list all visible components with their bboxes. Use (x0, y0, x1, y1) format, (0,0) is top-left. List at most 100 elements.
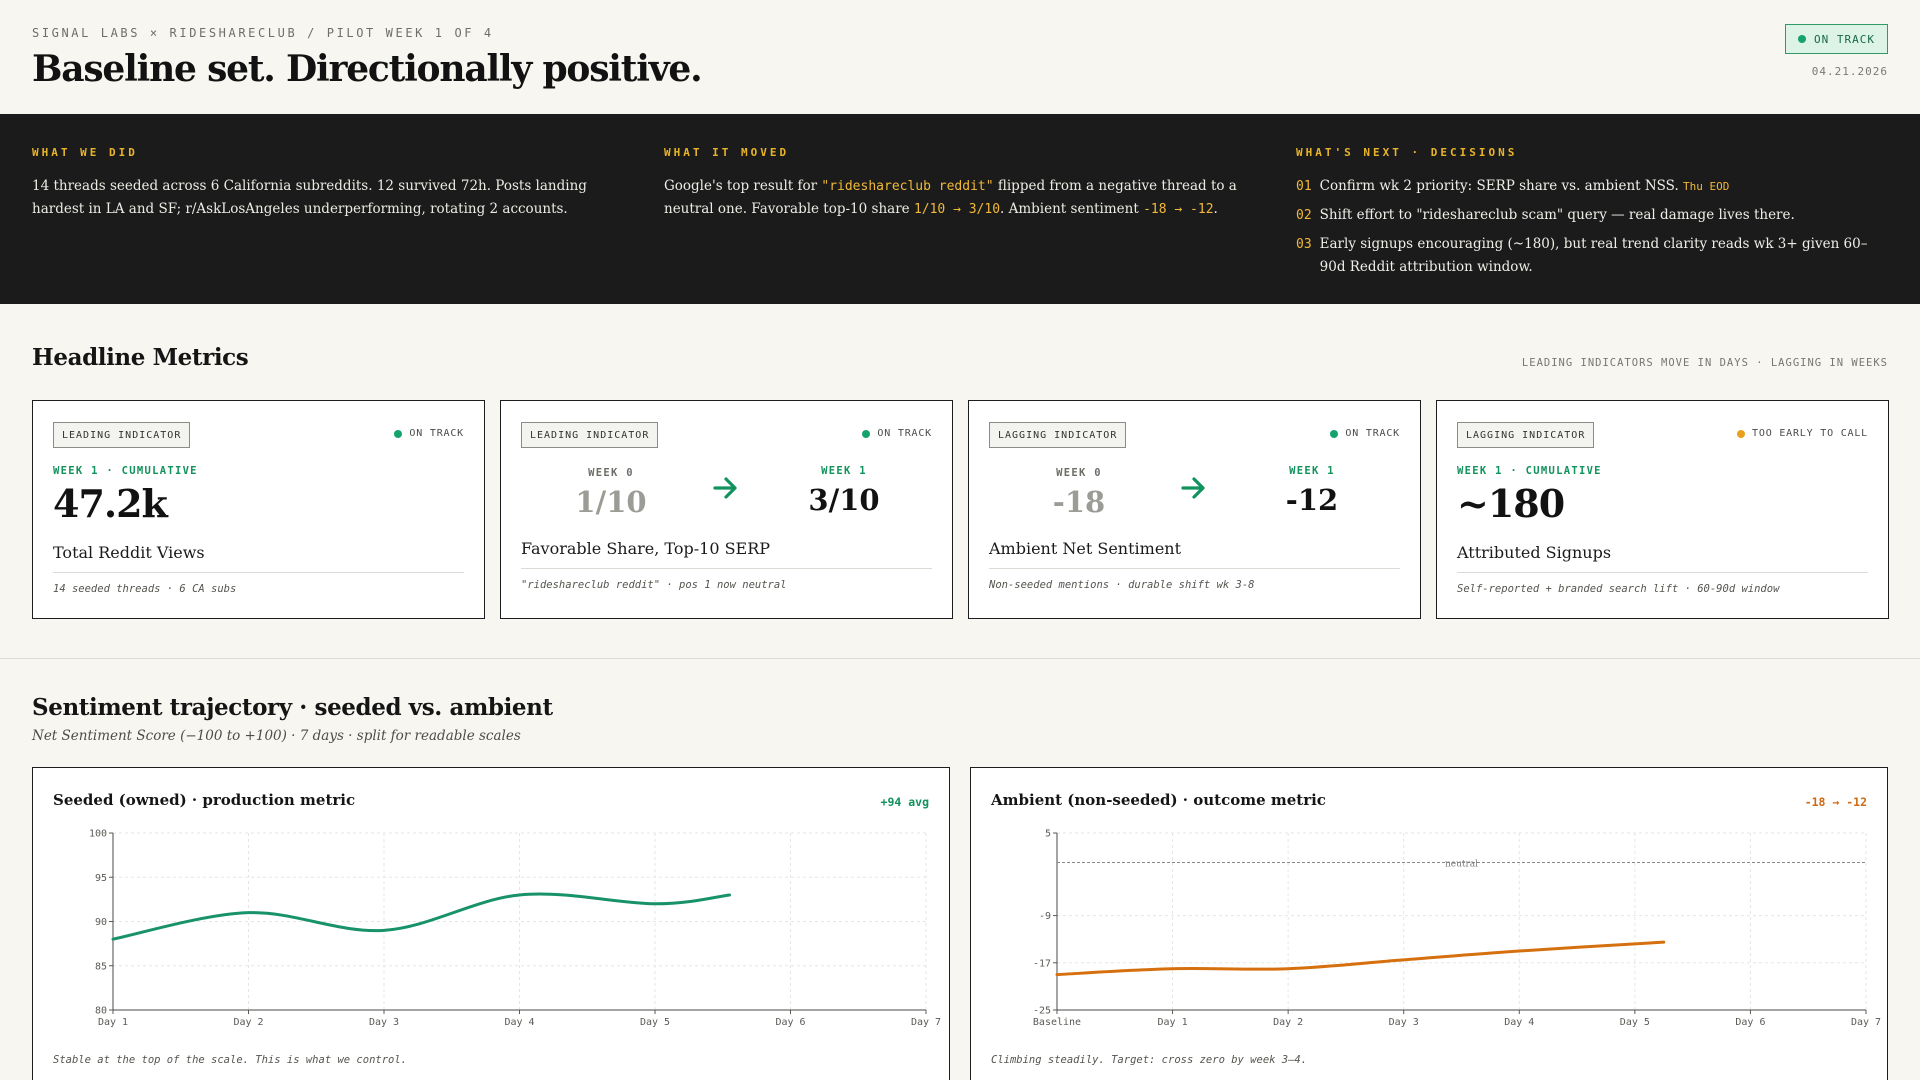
what-it-moved-label: WHAT IT MOVED (664, 146, 790, 159)
whats-next: WHAT'S NEXT · DECISIONS 01 Confirm wk 2 … (1296, 146, 1888, 285)
y-tick-label: -17 (1033, 958, 1051, 969)
metric-card-attributed-signups: LAGGING INDICATOR TOO EARLY TO CALL WEEK… (1436, 400, 1889, 619)
metrics-section-note: LEADING INDICATORS MOVE IN DAYS · LAGGIN… (1521, 357, 1888, 369)
card-status: ON TRACK (1330, 428, 1400, 439)
x-tick-label: Day 1 (98, 1017, 128, 1028)
ambient-line-chart: -25 -17 -9 5 Baseline Day 1 Day 2 Day 3 Day 4 Day… (1033, 829, 1881, 1029)
card-status: ON TRACK (862, 428, 932, 439)
x-tick-label: Day 4 (1504, 1017, 1534, 1028)
what-it-moved-text: Google's top result for "rideshareclub r… (664, 175, 1254, 221)
after-label: WEEK 1 (1289, 465, 1335, 477)
card-footnote: 14 seeded threads · 6 CA subs (53, 583, 237, 595)
x-tick-label: Day 3 (1389, 1017, 1419, 1028)
decision-number: 02 (1296, 208, 1312, 223)
moved-share-highlight: 1/10 → 3/10 (913, 202, 1001, 217)
breadcrumb: SIGNAL LABS × RIDESHARECLUB / PILOT WEEK… (32, 26, 494, 40)
card-value: ~180 (1457, 481, 1565, 526)
metric-card-ambient-sentiment: LAGGING INDICATOR ON TRACK WEEK 0 -18 WE… (968, 400, 1421, 619)
indicator-tag: LAGGING INDICATOR (1457, 422, 1595, 448)
metric-card-serp-share: LEADING INDICATOR ON TRACK WEEK 0 1/10 W… (500, 400, 953, 619)
y-tick-label: -25 (1033, 1006, 1051, 1017)
moved-text-4: . (1213, 201, 1218, 217)
y-tick-label: 85 (95, 961, 107, 972)
card-period: WEEK 1 · CUMULATIVE (53, 465, 198, 477)
chart-card-seeded: Seeded (owned) · production metric +94 a… (32, 767, 950, 1080)
whats-next-label: WHAT'S NEXT · DECISIONS (1296, 146, 1518, 159)
x-tick-label: Day 6 (1735, 1017, 1765, 1028)
moved-text-1: Google's top result for (664, 178, 822, 194)
card-label: Total Reddit Views (53, 543, 205, 562)
after-value: 3/10 (808, 483, 880, 517)
moved-sentiment-highlight: -18 → -12 (1143, 202, 1214, 217)
status-dot-icon (1737, 429, 1746, 438)
before-value: 1/10 (575, 485, 647, 519)
card-divider (989, 568, 1400, 569)
card-footnote: Non-seeded mentions · durable shift wk 3… (989, 579, 1255, 591)
seeded-line-chart: 80 85 90 95 100 Day 1 Day 2 Day 3 Day 4 Day 5 Day … (89, 829, 941, 1029)
y-tick-label: -9 (1039, 911, 1051, 922)
before-value: -18 (1052, 485, 1106, 519)
section-divider (0, 658, 1920, 659)
decision-item: 02 Shift effort to "rideshareclub scam" … (1296, 204, 1888, 227)
status-dot-icon (394, 429, 403, 438)
chart-kpi: -18 → -12 (1804, 795, 1867, 809)
x-tick-label: Day 2 (233, 1017, 263, 1028)
card-status-label: ON TRACK (877, 428, 932, 439)
x-tick-label: Day 5 (1620, 1017, 1650, 1028)
before-label: WEEK 0 (1056, 467, 1102, 479)
after-value-block: WEEK 1 -12 (1252, 465, 1372, 517)
metrics-section-title: Headline Metrics (32, 344, 249, 371)
status-dot-icon (1798, 35, 1807, 43)
x-tick-label: Day 7 (1851, 1017, 1881, 1028)
x-tick-label: Day 6 (775, 1017, 805, 1028)
moved-text-2: flipped from a negative thread to a neut… (664, 178, 1237, 217)
x-tick-label: Day 1 (1158, 1017, 1188, 1028)
y-tick-label: 90 (95, 917, 107, 928)
x-tick-label: Baseline (1033, 1017, 1081, 1028)
card-divider (1457, 572, 1868, 573)
neutral-reference-label: neutral (1445, 860, 1478, 870)
after-value: -12 (1285, 483, 1339, 517)
card-status: ON TRACK (394, 428, 464, 439)
status-badge-label: ON TRACK (1814, 32, 1875, 46)
x-tick-label: Day 3 (369, 1017, 399, 1028)
decision-number: 01 (1296, 179, 1312, 194)
what-we-did: WHAT WE DID 14 threads seeded across 6 C… (32, 146, 622, 221)
decision-item: 01 Confirm wk 2 priority: SERP share vs.… (1296, 175, 1888, 198)
card-status-label: TOO EARLY TO CALL (1752, 428, 1868, 439)
card-status: TOO EARLY TO CALL (1737, 428, 1868, 439)
decision-number: 03 (1296, 237, 1312, 252)
sentiment-section-subtitle: Net Sentiment Score (−100 to +100) · 7 d… (32, 728, 521, 744)
what-we-did-label: WHAT WE DID (32, 146, 138, 159)
card-divider (53, 572, 464, 573)
before-label: WEEK 0 (588, 467, 634, 479)
card-label: Ambient Net Sentiment (989, 539, 1182, 558)
series-line (111, 892, 732, 941)
after-value-block: WEEK 1 3/10 (784, 465, 904, 517)
summary-band: WHAT WE DID 14 threads seeded across 6 C… (0, 114, 1920, 304)
card-period: WEEK 1 · CUMULATIVE (1457, 465, 1602, 477)
page-header: SIGNAL LABS × RIDESHARECLUB / PILOT WEEK… (32, 0, 1888, 114)
y-tick-label: 80 (95, 1006, 107, 1017)
card-divider (521, 568, 932, 569)
moved-query-highlight: "rideshareclub reddit" (821, 179, 994, 194)
status-dot-icon (1330, 429, 1339, 438)
chart-note: Climbing steadily. Target: cross zero by… (991, 1054, 1308, 1066)
indicator-tag: LAGGING INDICATOR (989, 422, 1127, 448)
chart-title: Seeded (owned) · production metric (53, 791, 356, 809)
metric-card-reddit-views: LEADING INDICATOR ON TRACK WEEK 1 · CUMU… (32, 400, 485, 619)
card-label: Favorable Share, Top-10 SERP (521, 539, 771, 558)
card-status-label: ON TRACK (1345, 428, 1400, 439)
moved-text-3: . Ambient sentiment (1000, 201, 1144, 217)
what-we-did-text: 14 threads seeded across 6 California su… (32, 178, 587, 217)
after-label: WEEK 1 (821, 465, 867, 477)
status-dot-icon (862, 429, 871, 438)
card-footnote: Self-reported + branded search lift · 60… (1457, 583, 1780, 595)
before-value-block: WEEK 0 1/10 (551, 467, 671, 519)
card-value: 47.2k (53, 481, 168, 526)
what-it-moved: WHAT IT MOVED Google's top result for "r… (664, 146, 1254, 221)
chart-title: Ambient (non-seeded) · outcome metric (991, 791, 1326, 809)
before-value-block: WEEK 0 -18 (1019, 467, 1139, 519)
x-tick-label: Day 5 (640, 1017, 670, 1028)
decision-body: Confirm wk 2 priority: SERP share vs. am… (1319, 178, 1684, 194)
